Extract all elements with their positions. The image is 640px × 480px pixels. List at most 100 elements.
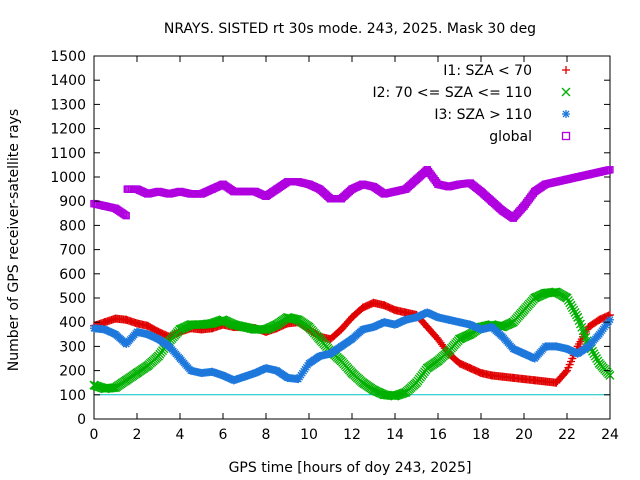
x-axis: 0 2 4 6 8 10 12 14 16 18 20 22 24 [90,56,619,443]
series-1-point [293,315,303,325]
x-tick-label: 0 [90,427,99,443]
series-1-point [412,378,421,388]
series-2-point [326,349,335,358]
series-3-point [606,166,614,174]
series-3-point [154,187,163,196]
x-axis-label: GPS time [hours of doy 243, 2025] [229,460,472,476]
series-2-point [455,318,464,327]
series-2-point [563,344,571,353]
series-1-trace [590,351,600,361]
series-2-point [186,366,195,375]
series-0-point [122,315,131,324]
series-3-point [123,185,131,193]
series-0-point [337,325,346,334]
series-3-point [197,190,206,198]
series-3-point [477,187,485,196]
series-1-point [250,325,260,334]
series-2-point [573,349,582,358]
series-3-point [101,202,109,210]
series-0-point [466,364,475,373]
series-1-point [261,325,271,334]
series-0-point [154,327,163,336]
series-1-point [132,368,142,378]
series-3-point [584,170,593,179]
series-1-point [605,370,615,380]
series-3-point [563,175,571,184]
series-3-point [412,175,421,184]
series-1-point [186,320,196,330]
series-1-point [347,368,357,378]
series-0-point [326,335,335,344]
series-1-point [207,318,217,328]
series-1-point [197,320,206,330]
series-3-point [488,197,496,205]
series-2-point [133,327,141,336]
x-tick-label: 20 [515,427,533,443]
series-2-point [111,330,120,339]
series-0-point [584,323,593,332]
series-1-point [369,385,378,395]
series-0-point [552,378,561,387]
series-0-point [401,308,410,317]
series-0-point [100,318,109,327]
series-0-point [520,375,528,384]
series-1-point [562,293,572,303]
series-2-point [197,369,206,378]
series-3-point [122,212,130,220]
series-2-point [337,342,346,351]
series-2-point [401,315,410,324]
x-tick-label: 24 [601,427,619,443]
series-2-point [520,349,528,358]
series-1-trace [567,303,577,313]
series-1-trace [566,300,576,310]
series-3-point [219,180,227,188]
series-1-point [541,288,550,298]
series-0-point [455,359,464,368]
series-3-point [111,204,120,213]
series-0-point [111,314,120,323]
series-1-point [154,351,163,361]
series-1-trace [592,354,602,363]
series-1-point [89,380,99,390]
y-tick-label: 1400 [50,73,86,89]
series-3-point [531,187,539,196]
series-1-point [433,356,443,366]
series-1-point [272,320,282,330]
y-tick-label: 1500 [50,49,86,65]
series-2-point [100,325,109,334]
x-tick-label: 2 [133,427,142,443]
series-0-point [369,298,378,307]
x-tick-label: 10 [300,427,318,443]
series-0-point [563,366,571,375]
series-2-point [391,320,399,329]
series-2-point [552,342,561,351]
series-2-point [272,366,281,375]
series-2-point [208,367,217,376]
series-1-point [111,383,120,392]
series-0-point [595,315,604,324]
series-1-point [444,346,454,356]
series-3-point [509,214,517,222]
series-2-point [541,342,550,351]
series-0-trace [561,368,570,377]
series-2-point [251,369,260,378]
series-1-point [573,312,583,322]
y-tick-label: 1100 [50,146,86,162]
series-2 [90,308,614,385]
series-3-point [133,185,141,193]
series-3-point [369,183,378,191]
series-1-point [143,361,153,371]
series-1-point [530,293,540,303]
series-3-point [187,190,195,198]
series-1-point [283,312,292,322]
series-1-point [336,356,346,366]
series-0-point [133,319,141,328]
series-2-point [154,335,163,344]
series-3-point [498,207,507,215]
series-3 [90,166,614,222]
legend-label-0: I1: SZA < 70 [443,63,532,79]
series-2-point [595,330,604,339]
series-2-point [165,342,174,351]
series-0-point [541,377,550,386]
series-3-point [208,185,216,193]
